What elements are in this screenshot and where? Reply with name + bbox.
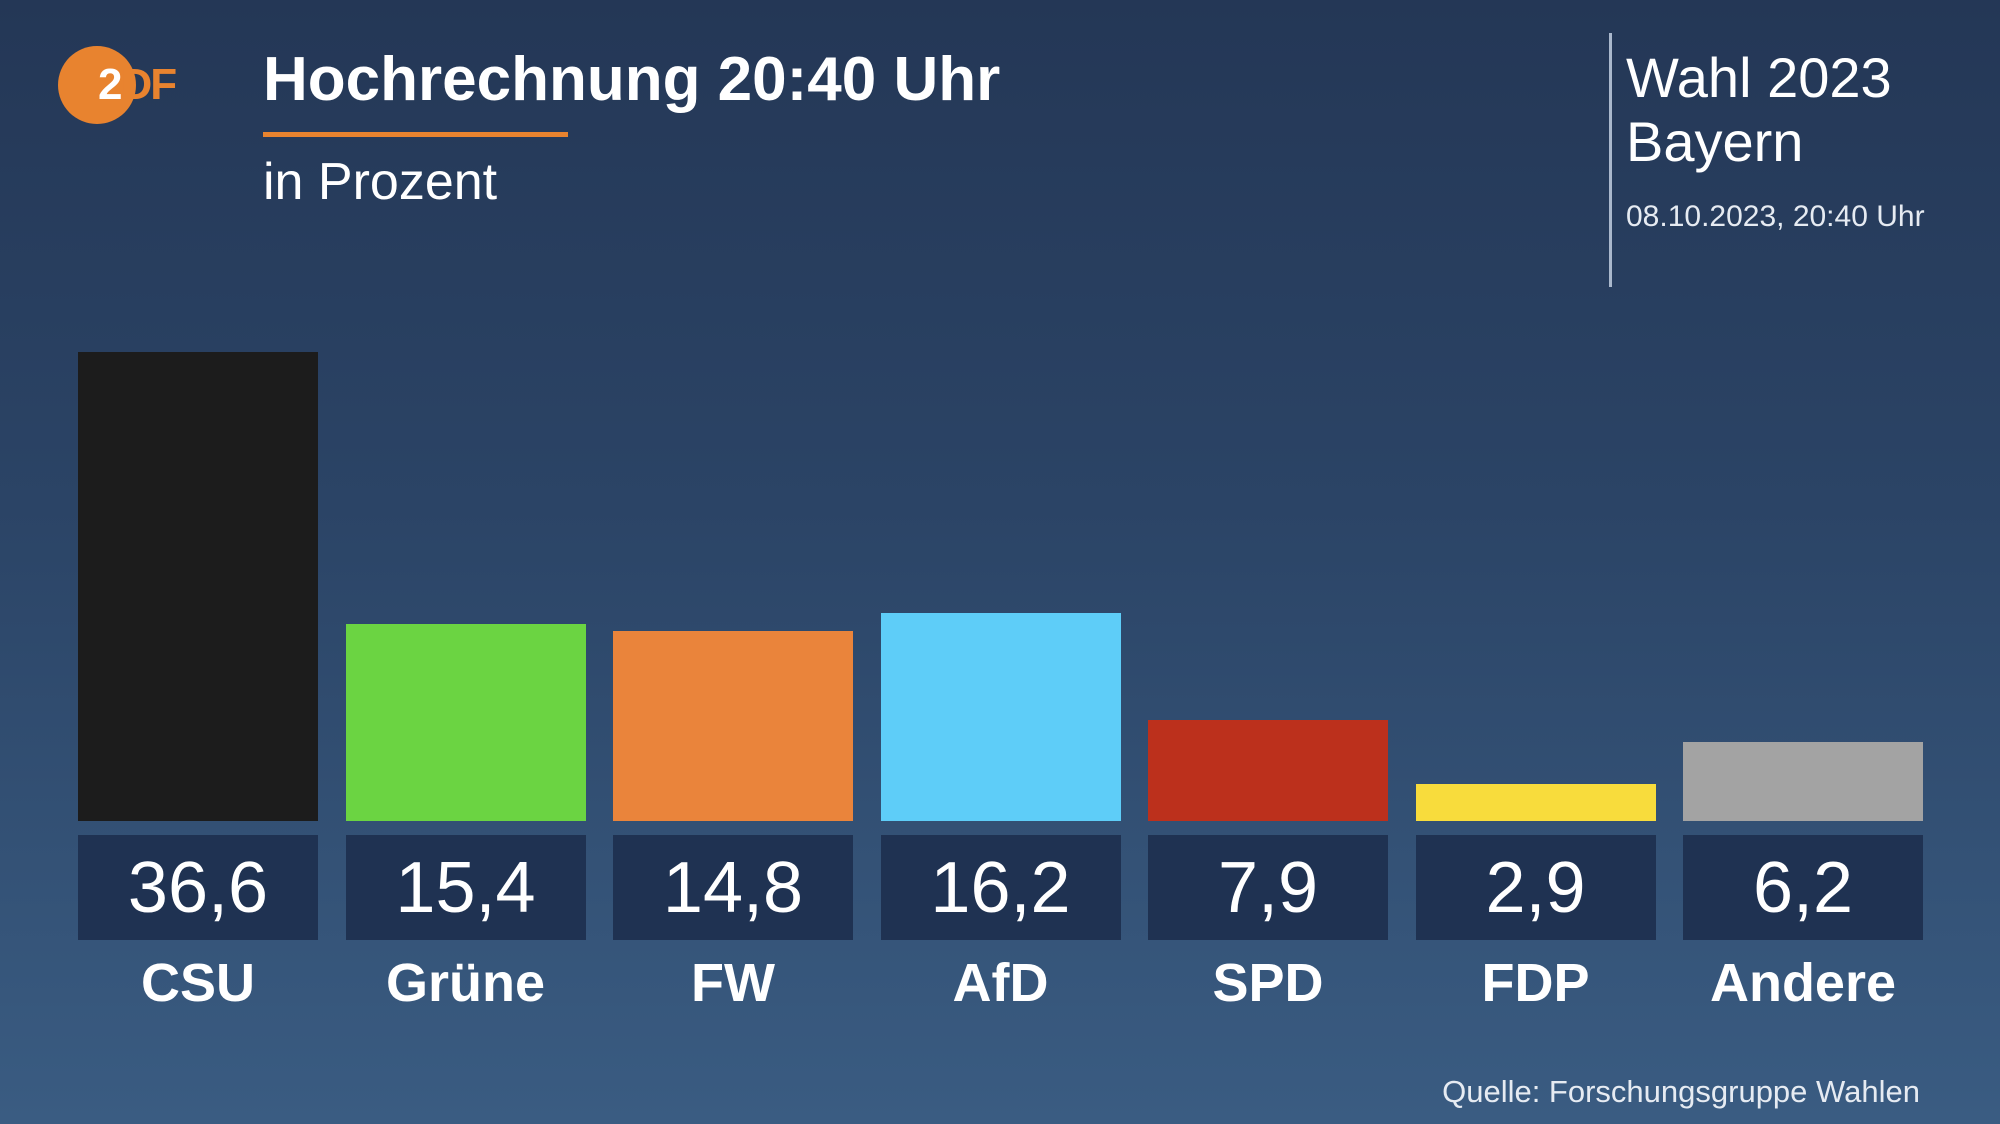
chart-title: Hochrechnung 20:40 Uhr xyxy=(263,45,1001,114)
zdf-logo: 2DF xyxy=(98,60,177,110)
bar-andere xyxy=(1683,741,1923,821)
bar-afd xyxy=(880,613,1121,821)
bar-csu xyxy=(78,352,318,821)
zdf-logo-circle xyxy=(58,46,136,124)
election-name: Wahl 2023 xyxy=(1626,46,1892,109)
source-note: Quelle: Forschungsgruppe Wahlen xyxy=(1442,1074,1920,1109)
category-label-andere: Andere xyxy=(1709,953,1897,1013)
value-label-grne: 15,4 xyxy=(345,835,586,940)
value-label-fdp: 2,9 xyxy=(1415,835,1656,940)
divider xyxy=(1609,33,1612,287)
title-underline xyxy=(263,132,568,137)
category-label-grne: Grüne xyxy=(385,953,546,1013)
bar-fw xyxy=(613,631,853,821)
category-label-fdp: FDP xyxy=(1481,953,1590,1013)
logo-text-2: 2 xyxy=(98,60,123,109)
election-region: Bayern xyxy=(1626,110,1804,173)
bar-fdp xyxy=(1415,783,1656,821)
category-label-fw: FW xyxy=(691,953,775,1013)
value-label-andere: 6,2 xyxy=(1683,835,1923,940)
category-label-spd: SPD xyxy=(1212,953,1324,1013)
value-label-afd: 16,2 xyxy=(880,835,1121,940)
value-label-csu: 36,6 xyxy=(78,835,318,940)
bar-spd xyxy=(1148,719,1388,821)
category-label-afd: AfD xyxy=(952,953,1049,1013)
bar-grne xyxy=(345,623,586,821)
logo-text-df: DF xyxy=(120,60,177,109)
chart-subtitle: in Prozent xyxy=(263,153,498,211)
value-label-fw: 14,8 xyxy=(613,835,853,940)
value-label-spd: 7,9 xyxy=(1148,835,1388,940)
election-date: 08.10.2023, 20:40 Uhr xyxy=(1626,200,1925,233)
category-label-csu: CSU xyxy=(140,953,255,1013)
